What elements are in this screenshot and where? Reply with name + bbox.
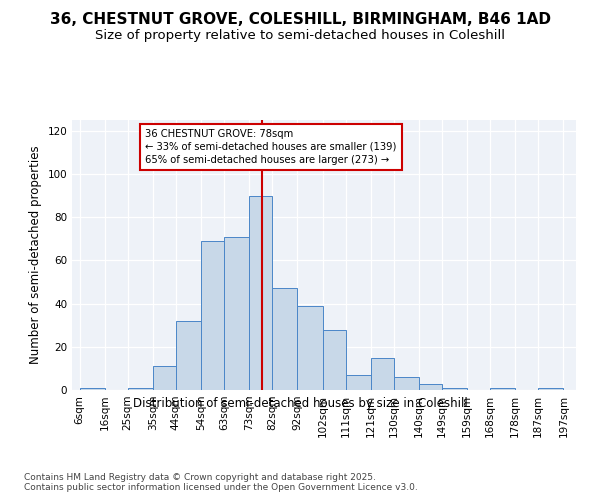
Bar bbox=[128, 388, 153, 390]
Text: 36 CHESTNUT GROVE: 78sqm
← 33% of semi-detached houses are smaller (139)
65% of : 36 CHESTNUT GROVE: 78sqm ← 33% of semi-d… bbox=[145, 128, 397, 165]
Bar bbox=[538, 388, 563, 390]
Bar bbox=[153, 366, 176, 390]
Bar bbox=[442, 388, 467, 390]
Bar bbox=[323, 330, 346, 390]
Text: 36, CHESTNUT GROVE, COLESHILL, BIRMINGHAM, B46 1AD: 36, CHESTNUT GROVE, COLESHILL, BIRMINGHA… bbox=[49, 12, 551, 28]
Y-axis label: Number of semi-detached properties: Number of semi-detached properties bbox=[29, 146, 42, 364]
Bar bbox=[201, 241, 224, 390]
Bar bbox=[249, 196, 272, 390]
Bar bbox=[490, 388, 515, 390]
Text: Distribution of semi-detached houses by size in Coleshill: Distribution of semi-detached houses by … bbox=[133, 398, 467, 410]
Bar bbox=[346, 375, 371, 390]
Bar bbox=[419, 384, 442, 390]
Bar bbox=[272, 288, 298, 390]
Bar bbox=[80, 388, 105, 390]
Bar bbox=[394, 377, 419, 390]
Bar bbox=[371, 358, 394, 390]
Bar bbox=[176, 321, 201, 390]
Text: Size of property relative to semi-detached houses in Coleshill: Size of property relative to semi-detach… bbox=[95, 29, 505, 42]
Bar bbox=[298, 306, 323, 390]
Text: Contains HM Land Registry data © Crown copyright and database right 2025.
Contai: Contains HM Land Registry data © Crown c… bbox=[24, 472, 418, 492]
Bar bbox=[224, 236, 249, 390]
